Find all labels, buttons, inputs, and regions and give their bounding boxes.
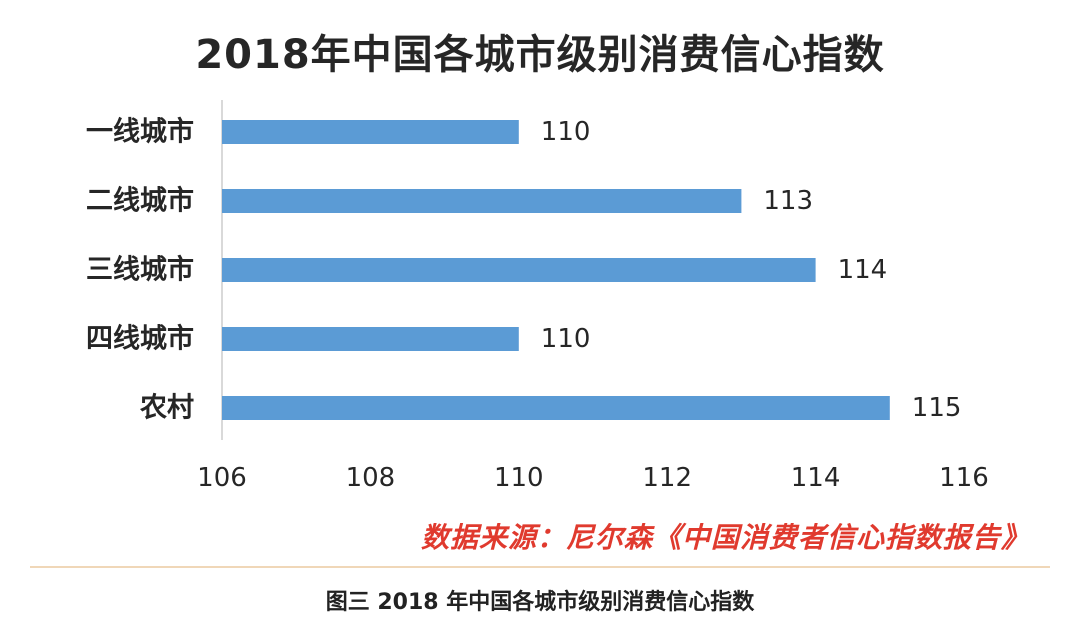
data-label: 110 — [541, 324, 591, 354]
category-label: 二线城市 — [86, 185, 194, 217]
x-tick-label: 114 — [791, 463, 841, 493]
category-label: 四线城市 — [86, 323, 194, 355]
data-label: 115 — [912, 393, 962, 423]
data-label: 110 — [541, 117, 591, 147]
bar — [222, 327, 519, 351]
category-label: 三线城市 — [86, 254, 194, 286]
category-label: 一线城市 — [86, 116, 194, 148]
bar — [222, 396, 890, 420]
x-tick-label: 112 — [642, 463, 692, 493]
x-tick-label: 106 — [197, 463, 247, 493]
bar — [222, 258, 816, 282]
bar-chart: 一线城市 110 二线城市 113 三线城市 114 四线城市 110 农村 115 106 108 1… — [86, 100, 989, 493]
category-label: 农村 — [139, 393, 194, 424]
data-label: 114 — [838, 255, 888, 285]
x-tick-label: 110 — [494, 463, 544, 493]
x-tick-label: 108 — [346, 463, 396, 493]
figure-caption: 图三 2018 年中国各城市级别消费信心指数 — [325, 590, 755, 615]
chart-title: 2018年中国各城市级别消费信心指数 — [195, 32, 885, 78]
x-tick-label: 116 — [939, 463, 989, 493]
bar — [222, 189, 742, 213]
data-label: 113 — [763, 186, 813, 216]
source-note: 数据来源：尼尔森《中国消费者信心指数报告》 — [420, 521, 1030, 554]
divider — [30, 566, 1050, 568]
bar — [222, 120, 519, 144]
